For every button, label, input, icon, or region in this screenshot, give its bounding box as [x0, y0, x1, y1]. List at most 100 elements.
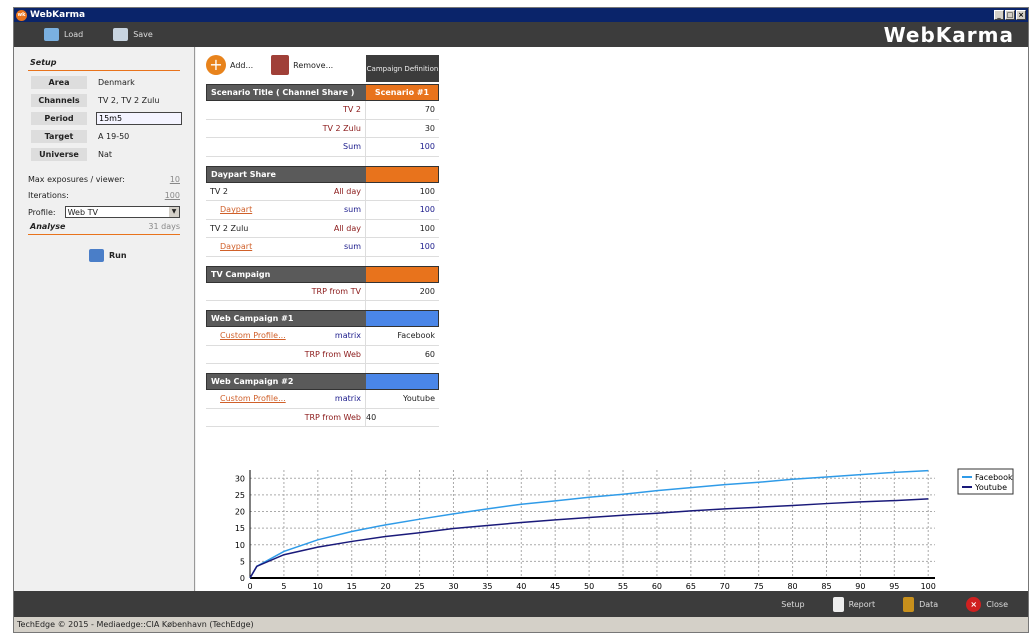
y-tick-label: 5 [240, 557, 245, 566]
maximize-button[interactable]: □ [1005, 10, 1015, 20]
row-value[interactable]: 30 [424, 123, 435, 133]
report-button[interactable]: Report [832, 596, 875, 612]
row-label: All day [333, 223, 361, 233]
table-row: TRP from Web 40 [206, 408, 439, 427]
row-value[interactable]: 100 [419, 142, 435, 152]
x-tick-label: 20 [381, 582, 391, 591]
table-row: TV 2 Zulu All day 100 [206, 219, 439, 238]
toolbar: Load Save WebKarma [14, 22, 1028, 47]
row-label-left[interactable]: Daypart [220, 242, 253, 252]
data-button[interactable]: Data [903, 596, 938, 612]
section-title: Web Campaign #2 [207, 374, 366, 389]
row-value[interactable]: 100 [419, 242, 435, 252]
section-title: Daypart Share [207, 166, 366, 182]
iterations-label: Iterations: [28, 191, 69, 200]
campaign-grid: Scenario Title ( Channel Share ) Scenario… [206, 84, 439, 427]
remove-label: Remove... [293, 60, 334, 70]
x-tick-label: 60 [652, 582, 662, 591]
period-input[interactable] [96, 111, 182, 125]
save-icon [113, 28, 129, 41]
chevron-down-icon: ▼ [169, 207, 179, 217]
row-label-left[interactable]: Daypart [220, 205, 253, 215]
max-exposures-label: Max exposures / viewer: [28, 175, 125, 184]
iterations-value[interactable]: 100 [164, 191, 180, 200]
row-value[interactable]: 200 [419, 286, 435, 296]
x-tick-label: 30 [448, 582, 458, 591]
profile-value: Web TV [67, 208, 98, 217]
folder-icon [44, 28, 59, 41]
setup-panel: Setup Area Denmark Channels TV 2, TV 2 Zulu… [14, 47, 195, 591]
row-label: sum [343, 242, 361, 252]
setup-heading: Setup [28, 58, 180, 71]
row-value[interactable]: Facebook [397, 331, 435, 341]
section-title: Scenario Title ( Channel Share ) [207, 85, 366, 100]
setup-field: Channels TV 2, TV 2 Zulu [31, 93, 194, 107]
max-exposures-value[interactable]: 10 [169, 175, 180, 184]
row-value[interactable]: 70 [424, 105, 435, 115]
footer-bar: Setup Report Data × Close [14, 591, 1028, 617]
x-tick-label: 85 [821, 582, 831, 591]
save-button[interactable]: Save [113, 28, 153, 41]
y-tick-label: 10 [235, 541, 245, 550]
x-tick-label: 50 [584, 582, 594, 591]
trash-icon [271, 55, 290, 75]
table-row: TRP from TV 200 [206, 282, 439, 301]
load-label: Load [64, 30, 84, 39]
y-tick-label: 25 [235, 491, 245, 500]
field-label: Universe [31, 147, 87, 161]
section-column [366, 166, 438, 182]
table-row: TV 2 All day 100 [206, 182, 439, 201]
row-value[interactable]: 100 [419, 223, 435, 233]
setup-field: Period [31, 111, 194, 125]
row-label-left[interactable]: Custom Profile... [220, 394, 286, 404]
load-button[interactable]: Load [44, 28, 83, 41]
row-value[interactable]: 60 [424, 349, 435, 359]
setup-button[interactable]: Setup [781, 600, 804, 609]
section-title: Web Campaign #1 [207, 311, 366, 326]
series-line-facebook [249, 469, 929, 579]
remove-button[interactable]: Remove... [271, 55, 333, 75]
field-label: Target [31, 129, 87, 143]
row-value[interactable]: Youtube [403, 394, 435, 404]
table-row: Sum 100 [206, 138, 439, 157]
row-label-left[interactable]: Custom Profile... [220, 331, 286, 341]
data-icon [903, 596, 915, 612]
x-tick-label: 15 [347, 582, 357, 591]
x-tick-label: 35 [482, 582, 492, 591]
table-row: Custom Profile... matrix Facebook [206, 327, 439, 346]
field-label: Area [31, 75, 87, 89]
close-label: Close [986, 599, 1008, 609]
field-value: A 19-50 [98, 131, 130, 141]
table-row: TV 2 70 [206, 101, 439, 120]
legend-box [957, 468, 1014, 495]
field-value: Denmark [98, 77, 135, 87]
close-button[interactable]: × Close [966, 596, 1008, 612]
run-label: Run [109, 251, 127, 260]
row-label-left: TV 2 Zulu [210, 223, 249, 233]
analyse-title: Analyse [30, 222, 66, 231]
row-label: TRP from Web [304, 349, 361, 359]
window-title: WebKarma [30, 10, 86, 20]
add-button[interactable]: + Add... [206, 55, 253, 75]
x-tick-label: 75 [754, 582, 764, 591]
row-value[interactable]: 100 [419, 186, 435, 196]
minimize-button[interactable]: _ [994, 10, 1004, 20]
save-label: Save [133, 30, 153, 39]
series-line-youtube [249, 498, 929, 579]
main-panel: + Add... Remove... Campaign Definition Sc… [196, 47, 1028, 591]
profile-select[interactable]: Web TV ▼ [64, 206, 180, 218]
row-value[interactable]: 40 [366, 412, 377, 422]
table-row: Daypart sum 100 [206, 201, 439, 220]
campaign-definition-tab[interactable]: Campaign Definition [366, 55, 439, 82]
x-tick-label: 40 [516, 582, 526, 591]
brand-logo: WebKarma [883, 23, 1014, 47]
close-window-button[interactable]: × [1016, 10, 1026, 20]
y-tick-label: 15 [235, 524, 245, 533]
x-tick-label: 95 [889, 582, 899, 591]
row-value[interactable]: 100 [419, 205, 435, 215]
setup-field: Target A 19-50 [31, 129, 194, 143]
section-header: Web Campaign #2 [206, 373, 439, 390]
add-label: Add... [230, 60, 254, 70]
run-button[interactable]: Run [89, 249, 194, 262]
x-tick-label: 10 [313, 582, 323, 591]
